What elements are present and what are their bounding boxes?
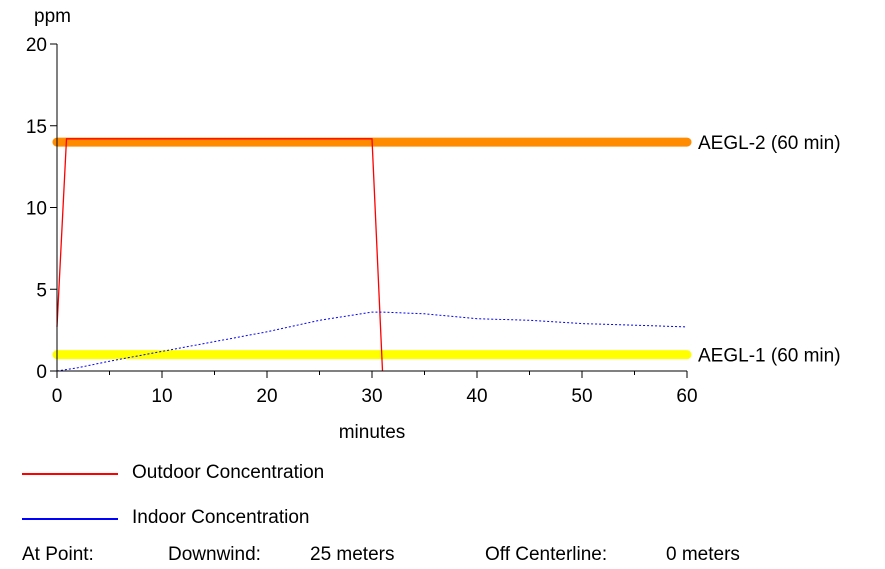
x-tick-label: 60 <box>676 386 697 407</box>
x-tick-label: 10 <box>151 386 172 407</box>
legend-outdoor-line <box>22 473 118 475</box>
series-line-2 <box>56 311 688 372</box>
y-tick-label: 0 <box>36 362 47 383</box>
legend-outdoor-label: Outdoor Concentration <box>132 462 325 483</box>
x-tick-label: 50 <box>571 386 592 407</box>
x-tick-label: 0 <box>52 386 63 407</box>
y-tick-label: 20 <box>26 35 47 56</box>
x-axis-ticks: 0 10 20 30 40 50 60 <box>52 371 698 407</box>
downwind-value: 25 meters <box>310 544 395 565</box>
concentration-chart: ppm 0 5 10 15 20 0 10 20 30 40 50 60 AEGL-2 (60 mi… <box>26 6 841 443</box>
at-point-label: At Point: <box>22 544 94 565</box>
off-centerline-label: Off Centerline: <box>485 544 608 565</box>
x-axis-label: minutes <box>339 422 406 443</box>
y-tick-label: 5 <box>36 280 47 301</box>
threshold-label-2: AEGL-1 (60 min) <box>698 346 841 367</box>
x-tick-label: 20 <box>256 386 277 407</box>
data-series <box>56 138 688 372</box>
y-tick-label: 10 <box>26 199 47 220</box>
off-centerline-value: 0 meters <box>666 544 740 565</box>
x-tick-label: 40 <box>466 386 487 407</box>
x-tick-label: 30 <box>361 386 382 407</box>
y-axis-label: ppm <box>34 6 71 27</box>
threshold-lines: AEGL-2 (60 min) AEGL-1 (60 min) <box>52 133 841 367</box>
legend-indoor-line <box>22 518 118 520</box>
y-axis-ticks: 0 5 10 15 20 <box>26 35 57 383</box>
y-tick-label: 15 <box>26 117 47 138</box>
threshold-label-1: AEGL-2 (60 min) <box>698 133 841 154</box>
legend-indoor-label: Indoor Concentration <box>132 507 310 528</box>
series-line-1 <box>56 138 384 372</box>
downwind-label: Downwind: <box>168 544 261 565</box>
